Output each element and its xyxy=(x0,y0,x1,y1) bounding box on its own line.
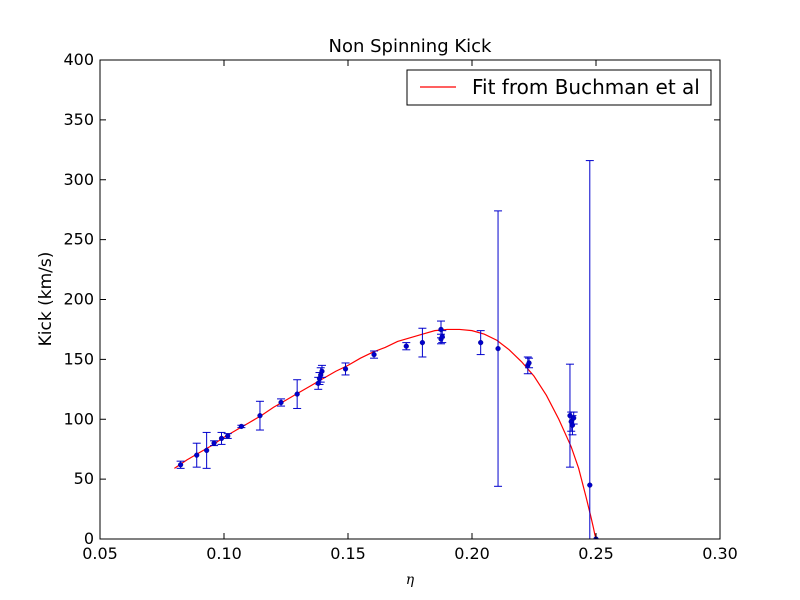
data-point-group xyxy=(237,423,246,430)
data-point xyxy=(571,415,577,421)
data-point xyxy=(225,433,231,439)
x-tick-label: 0.25 xyxy=(578,544,614,563)
data-point-group xyxy=(176,460,185,469)
data-point xyxy=(587,482,593,488)
data-point xyxy=(371,351,377,358)
data-point-group xyxy=(568,415,577,436)
x-tick-label: 0.20 xyxy=(454,544,490,563)
data-point xyxy=(419,340,426,346)
y-tick-label: 400 xyxy=(63,50,94,69)
data-point-group xyxy=(202,431,211,469)
data-point xyxy=(478,340,484,346)
data-point-group xyxy=(370,350,379,359)
y-tick-label: 250 xyxy=(63,230,94,249)
data-point-group xyxy=(277,398,286,407)
data-point-group xyxy=(210,440,219,447)
data-point xyxy=(342,366,349,372)
data-point-group xyxy=(585,160,594,539)
y-axis-label: Kick (km/s) xyxy=(36,252,56,347)
data-point-group xyxy=(341,362,350,376)
data-point xyxy=(204,447,210,453)
x-tick-label: 0.05 xyxy=(82,544,118,563)
x-axis-label: η xyxy=(406,572,415,588)
data-point-group xyxy=(402,342,411,351)
data-point-group xyxy=(494,210,503,487)
y-tick-label: 200 xyxy=(63,290,94,309)
legend-label-fit: Fit from Buchman et al xyxy=(472,75,700,99)
axes: 0.05 0.10 0.15 0.20 0.25 0.30 0 50 100 150 200 250 3… xyxy=(63,50,737,563)
data-point-group xyxy=(476,330,485,356)
legend-box xyxy=(406,69,712,106)
x-tick-label: 0.30 xyxy=(702,544,738,563)
x-tick-label: 0.15 xyxy=(330,544,366,563)
y-tick-label: 100 xyxy=(63,409,94,428)
data-point xyxy=(495,345,501,352)
data-point xyxy=(526,360,532,366)
plot-area xyxy=(174,160,599,539)
data-point xyxy=(257,413,263,419)
data-point-group xyxy=(255,400,264,431)
data-point-group xyxy=(293,379,302,409)
data-point-group xyxy=(317,364,326,378)
data-point xyxy=(194,452,200,458)
data-point-group xyxy=(192,442,201,468)
data-point xyxy=(211,440,217,446)
y-tick-label: 150 xyxy=(63,349,94,368)
data-point xyxy=(238,423,244,430)
data-point-group xyxy=(418,327,427,358)
fit-line xyxy=(174,328,597,539)
data-point-group xyxy=(437,320,445,339)
y-tick-label: 350 xyxy=(63,110,94,129)
x-tick-label: 0.10 xyxy=(206,544,242,563)
data-point xyxy=(403,343,409,349)
data-point xyxy=(218,435,225,442)
data-point-group xyxy=(217,431,226,445)
chart-title: Non Spinning Kick xyxy=(329,36,493,57)
data-point xyxy=(278,399,284,406)
y-tick-label: 0 xyxy=(84,529,94,548)
data-point-group xyxy=(525,357,534,369)
data-point xyxy=(438,326,444,333)
data-point-group xyxy=(569,411,578,425)
data-point xyxy=(294,391,300,397)
y-tick-label: 50 xyxy=(74,469,94,488)
legend: Fit from Buchman et al xyxy=(406,69,712,106)
data-point-group xyxy=(223,433,232,439)
y-tick-label: 300 xyxy=(63,170,94,189)
data-point xyxy=(178,462,184,468)
data-point xyxy=(319,368,325,374)
